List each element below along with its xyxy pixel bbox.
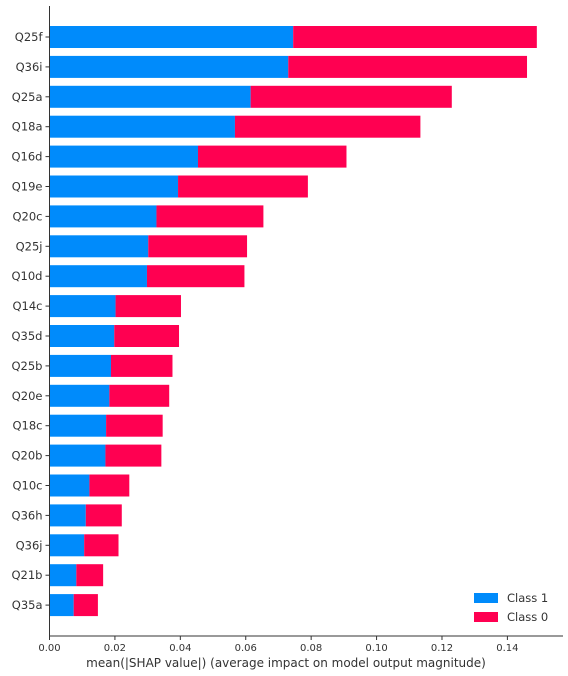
x-tick-label: 0.06 — [235, 643, 257, 654]
bar-q10d-class-1 — [49, 265, 147, 288]
bar-q18c-class-0 — [106, 414, 163, 437]
x-tick-label: 0.08 — [300, 643, 322, 654]
y-tick-label: Q10d — [12, 269, 43, 283]
bar-q25f-class-0 — [293, 26, 537, 48]
bar-q36i-class-0 — [288, 55, 528, 78]
y-tick-label: Q20c — [12, 209, 42, 223]
x-axis-title: mean(|SHAP value|) (average impact on mo… — [86, 656, 486, 670]
x-tick-label: 0.02 — [104, 643, 126, 654]
y-tick-label: Q10c — [12, 479, 42, 493]
y-tick-label: Q25a — [12, 90, 43, 104]
bar-q20b-class-1 — [49, 444, 106, 467]
bar-q18a-class-1 — [49, 115, 235, 138]
bar-q10c-class-0 — [89, 474, 130, 497]
y-tick-label: Q25j — [16, 239, 43, 253]
x-tick-label: 0.04 — [169, 643, 191, 654]
y-axis-ticks: Q25f Q36i Q25a Q18a Q16d Q19e Q20c Q25j Q10d Q14c… — [12, 30, 50, 612]
y-tick-label: Q14c — [12, 299, 42, 313]
y-tick-label: Q36i — [16, 60, 43, 74]
x-tick-label: 0.10 — [365, 643, 387, 654]
bar-q25a-class-0 — [250, 85, 452, 108]
legend-swatch-class-0 — [474, 612, 498, 622]
bar-q36j-class-0 — [84, 534, 119, 557]
x-tick-label: 0.00 — [38, 643, 60, 654]
bar-q20e-class-1 — [49, 384, 110, 407]
y-tick-label: Q16d — [12, 150, 43, 164]
y-tick-label: Q18c — [12, 419, 42, 433]
legend-label-class-1: Class 1 — [507, 591, 548, 605]
bar-q18c-class-1 — [49, 414, 107, 437]
bar-q20c-class-1 — [49, 205, 157, 228]
y-tick-label: Q21b — [12, 568, 43, 582]
bars-group — [49, 26, 537, 617]
bar-q36i-class-1 — [49, 55, 289, 78]
y-tick-label: Q20e — [12, 389, 43, 403]
bar-q35d-class-0 — [114, 325, 180, 347]
y-tick-label: Q36j — [16, 538, 43, 552]
bar-q25b-class-0 — [110, 354, 173, 377]
y-tick-label: Q25b — [12, 359, 43, 373]
bar-q25f-class-1 — [49, 26, 294, 48]
bar-q36h-class-0 — [85, 504, 122, 527]
y-tick-label: Q35d — [12, 329, 43, 343]
bar-q36j-class-1 — [49, 534, 85, 557]
y-tick-label: Q20b — [12, 449, 43, 463]
y-tick-label: Q19e — [12, 180, 43, 194]
bar-q25j-class-0 — [148, 235, 248, 258]
bar-q25b-class-1 — [49, 354, 111, 377]
bar-q20c-class-0 — [156, 205, 264, 228]
bar-q35a-class-0 — [73, 594, 98, 617]
bar-q16d-class-0 — [197, 145, 347, 168]
legend-label-class-0: Class 0 — [507, 610, 548, 624]
bar-q16d-class-1 — [49, 145, 198, 168]
bar-q10d-class-0 — [146, 265, 245, 288]
bar-q20b-class-0 — [105, 444, 162, 467]
y-tick-label: Q25f — [15, 30, 44, 44]
bar-q25a-class-1 — [49, 85, 251, 108]
bar-q19e-class-1 — [49, 175, 179, 198]
bar-q21b-class-1 — [49, 564, 77, 587]
bar-q14c-class-1 — [49, 295, 116, 318]
y-tick-label: Q18a — [12, 120, 43, 134]
bar-q25j-class-1 — [49, 235, 149, 258]
bar-q10c-class-1 — [49, 474, 90, 497]
legend: Class 1 Class 0 — [474, 591, 548, 624]
x-tick-label: 0.14 — [496, 643, 518, 654]
bar-q35a-class-1 — [49, 594, 74, 617]
legend-swatch-class-1 — [474, 593, 498, 603]
bar-q21b-class-0 — [76, 564, 104, 587]
bar-q18a-class-0 — [234, 115, 421, 138]
x-tick-label: 0.12 — [431, 643, 453, 654]
y-tick-label: Q35a — [12, 598, 43, 612]
bar-q36h-class-1 — [49, 504, 86, 527]
bar-q20e-class-0 — [109, 384, 170, 407]
bar-q14c-class-0 — [115, 295, 181, 318]
bar-q19e-class-0 — [178, 175, 308, 198]
bar-q35d-class-1 — [49, 325, 115, 347]
x-axis-ticks: 0.00 0.02 0.04 0.06 0.08 0.10 0.12 0.14 — [38, 636, 519, 654]
y-tick-label: Q36h — [12, 508, 43, 522]
